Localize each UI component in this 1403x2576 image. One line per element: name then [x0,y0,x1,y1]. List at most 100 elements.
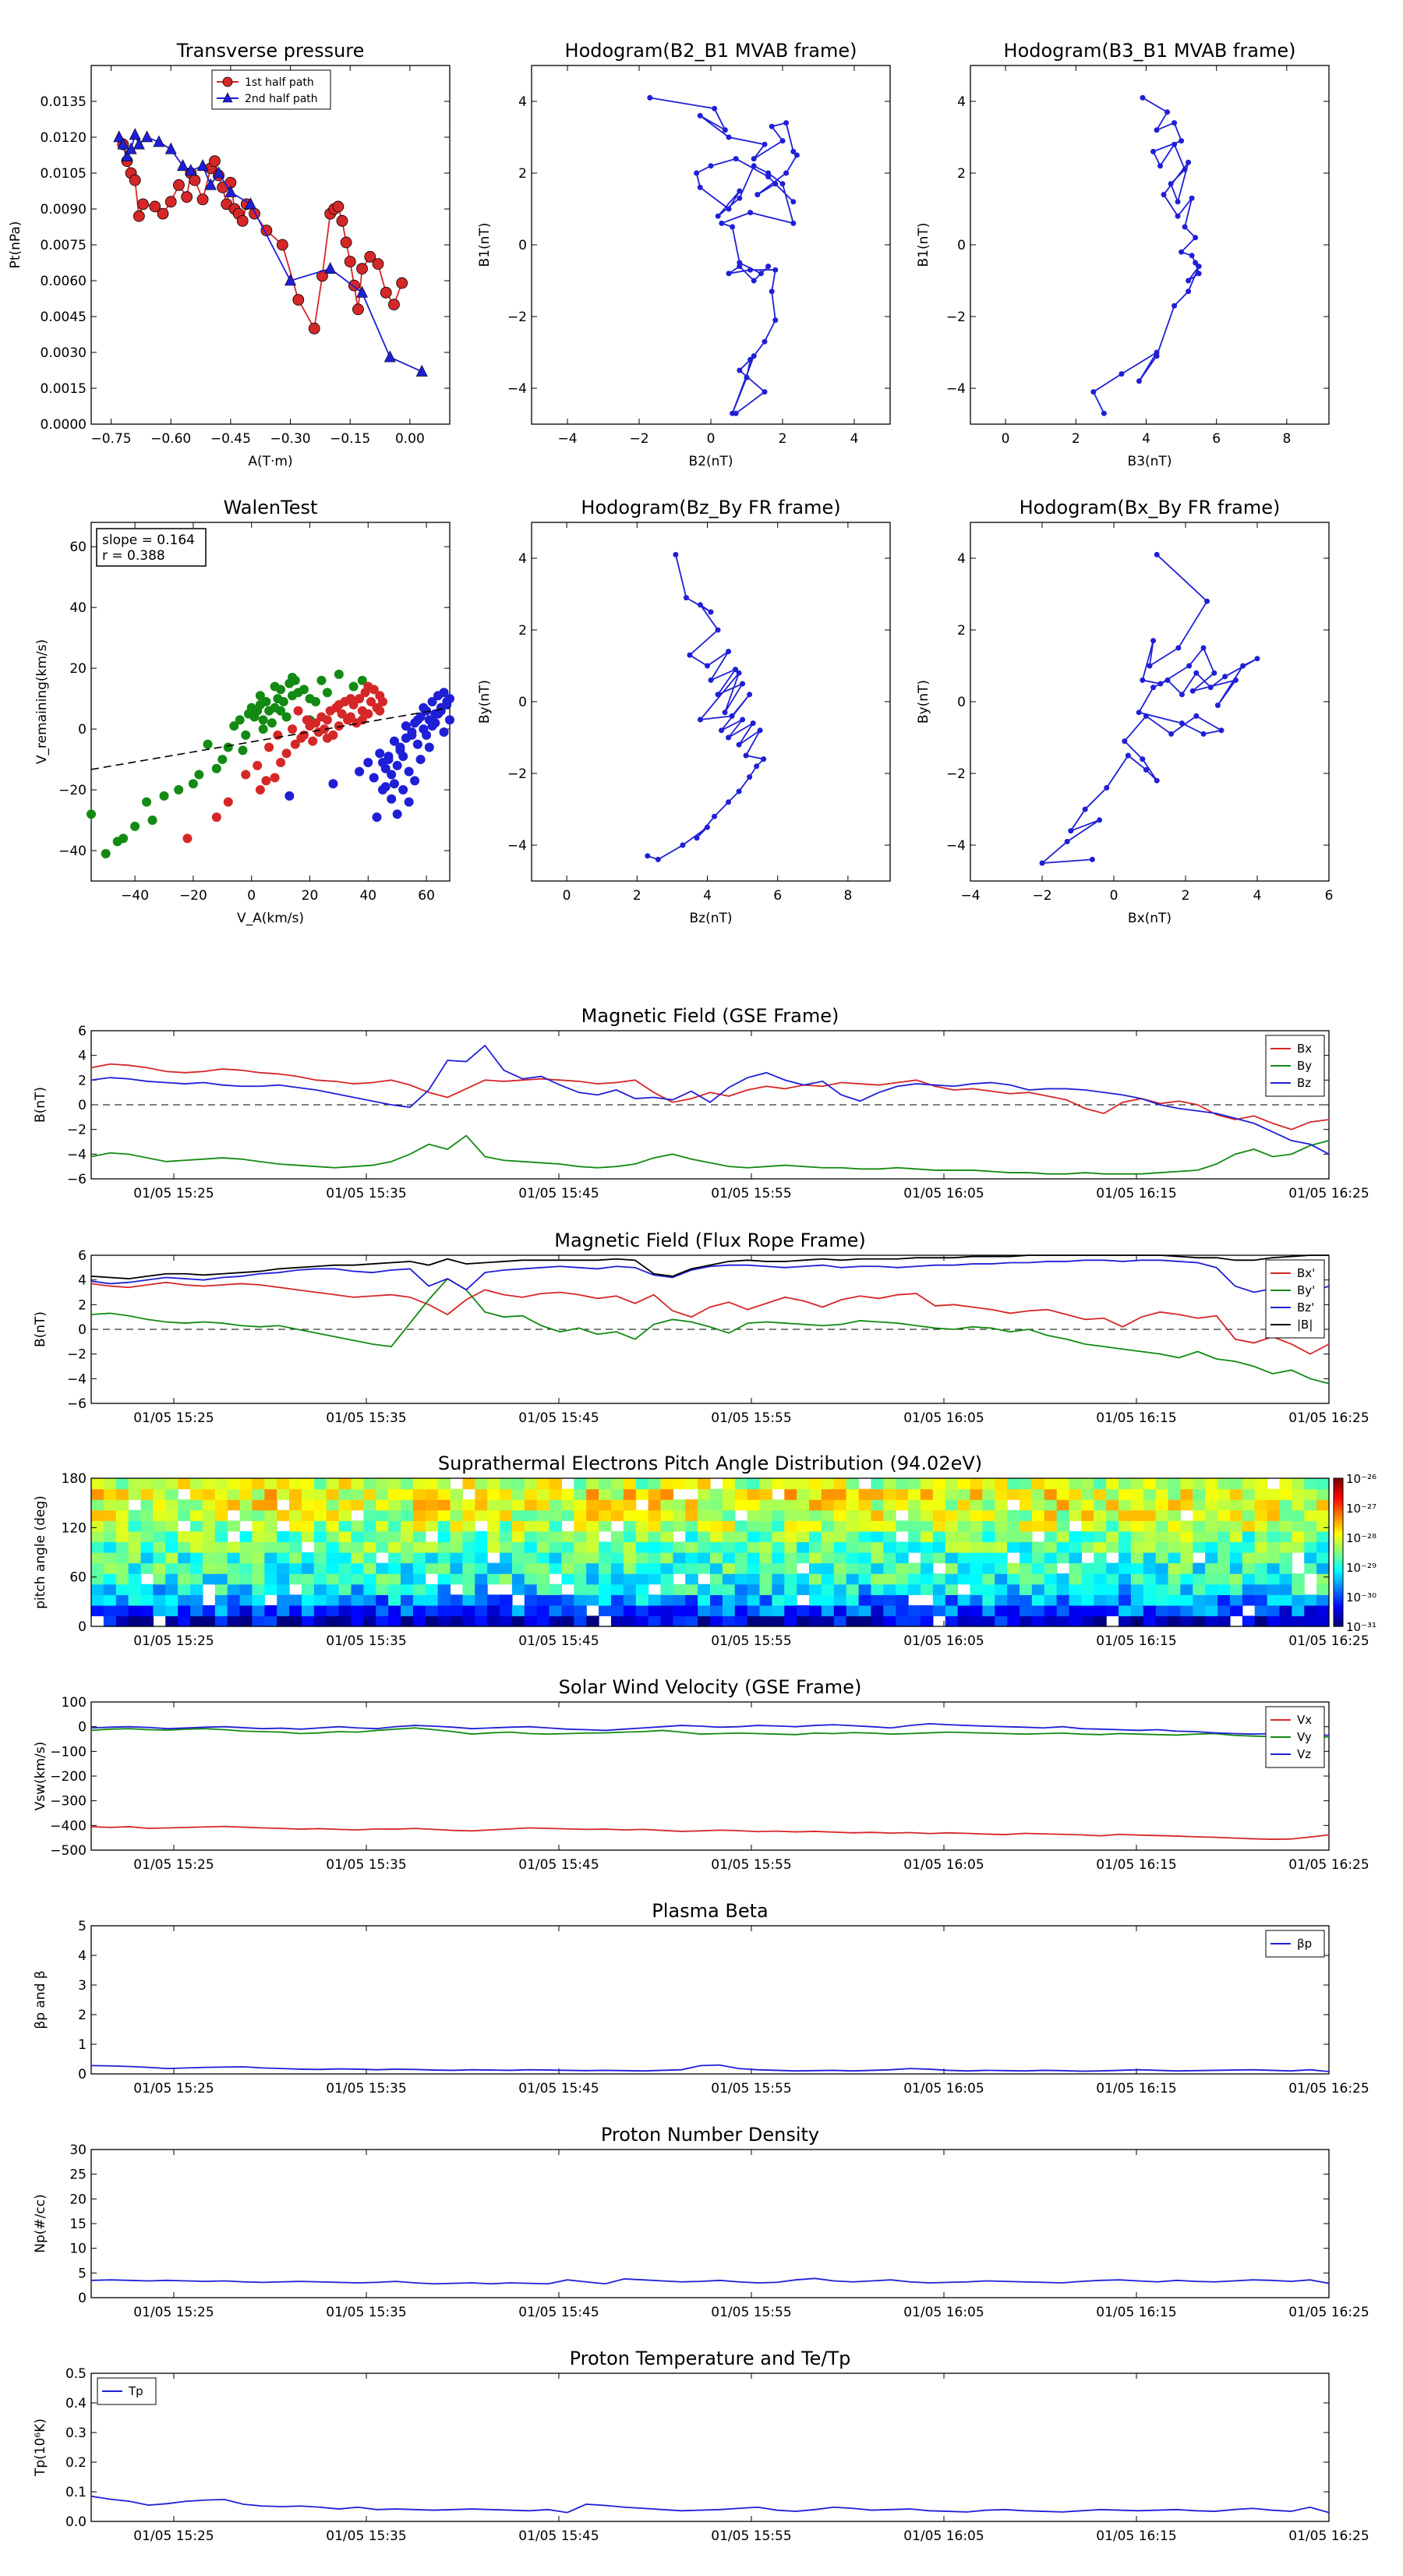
heatmap-cell [1267,1530,1281,1543]
heatmap-cell [635,1488,649,1500]
y-tick-label: 2 [78,1073,87,1088]
heatmap-cell [128,1562,142,1574]
heatmap-cell [833,1530,847,1543]
heatmap-cell [549,1520,563,1532]
heatmap-cell [586,1499,599,1511]
heatmap-cell [277,1552,290,1564]
heatmap-cell [1155,1530,1169,1543]
heatmap-cell [1316,1541,1330,1553]
data-point [740,717,746,723]
heatmap-cell [1081,1509,1094,1521]
heatmap-cell [549,1615,563,1627]
series-line [90,1254,1329,1279]
heatmap-cell [660,1583,673,1595]
heatmap-cell [202,1573,216,1585]
heatmap-cell [1217,1509,1231,1521]
heatmap-cell [1279,1499,1292,1511]
heatmap-cell [1267,1499,1281,1511]
heatmap-cell [214,1562,228,1574]
heatmap-cell [1031,1552,1045,1564]
heatmap-cell [858,1541,872,1553]
heatmap-cell [351,1520,364,1532]
heatmap-cell [698,1509,711,1521]
data-point [779,181,786,187]
data-point [316,675,327,685]
x-tick-label: 01/05 15:55 [711,1857,791,1873]
heatmap-cell [1168,1573,1182,1585]
heatmap-cell [227,1499,241,1511]
heatmap-cell [1155,1541,1169,1553]
heatmap-cell [252,1605,265,1617]
heatmap-cell [536,1615,550,1627]
heatmap-cell [1056,1541,1070,1553]
heatmap-cell [784,1541,797,1553]
data-point [372,258,384,270]
heatmap-cell [301,1562,315,1574]
heatmap-cell [809,1478,822,1490]
heatmap-cell [351,1478,364,1490]
heatmap-cell [536,1520,550,1532]
heatmap-cell [1193,1520,1206,1532]
heatmap-cell [1094,1541,1107,1553]
legend-label: Bx' [1297,1266,1315,1280]
heatmap-cell [1242,1552,1256,1564]
x-tick-label: −4 [557,431,577,447]
heatmap-cell [809,1509,822,1521]
heatmap-cell [797,1541,810,1553]
heatmap-cell [599,1499,612,1511]
data-point [697,184,703,190]
heatmap-cell [995,1509,1008,1521]
legend-label: 1st half path [245,76,314,89]
data-point [1136,709,1142,716]
heatmap-cell [610,1488,624,1500]
y-tick-label: 0 [78,1619,87,1635]
data-point [372,812,382,823]
heatmap-cell [511,1530,525,1543]
legend-label: Bz [1297,1076,1311,1090]
data-point [751,278,757,284]
heatmap-cell [995,1552,1008,1564]
heatmap-cell [1056,1615,1070,1627]
heatmap-cell [277,1605,290,1617]
heatmap-cell [660,1530,673,1543]
heatmap-cell [1168,1478,1182,1490]
heatmap-cell [833,1562,847,1574]
heatmap-cell [1267,1605,1281,1617]
heatmap-cell [586,1573,599,1585]
heatmap-cell [202,1605,216,1617]
chart-title: Magnetic Field (Flux Rope Frame) [554,1230,865,1251]
heatmap-cell [1130,1573,1144,1585]
heatmap-cell [710,1594,723,1606]
heatmap-cell [722,1552,736,1564]
y-tick-label: 2 [957,623,966,639]
heatmap-cell [1031,1499,1045,1511]
x-axis-label: A(T·m) [248,454,292,469]
heatmap-cell [1205,1541,1218,1553]
colorbar-cell [1334,1601,1343,1605]
x-tick-label: 0 [247,888,256,904]
data-point [1222,674,1228,680]
heatmap-cell [1279,1488,1292,1500]
heatmap-cell [388,1499,401,1511]
heatmap-cell [1007,1594,1020,1606]
x-tick-label: 01/05 16:25 [1288,2305,1369,2320]
plot-frame [90,1254,1330,1404]
y-axis-label: Vsw(km/s) [33,1742,48,1811]
heatmap-cell [759,1478,772,1490]
heatmap-cell [846,1488,860,1500]
heatmap-cell [487,1594,500,1606]
heatmap-cell [363,1509,376,1521]
heatmap-cell [214,1615,228,1627]
heatmap-cell [450,1530,463,1543]
x-tick-label: 0 [707,431,716,447]
heatmap-cell [1217,1573,1231,1585]
heatmap-cell [202,1530,216,1543]
heatmap-cell [1155,1562,1169,1574]
heatmap-cell [202,1562,216,1574]
heatmap-cell [425,1520,439,1532]
heatmap-cell [388,1615,401,1627]
heatmap-cell [1180,1488,1193,1500]
colorbar-cell [1334,1510,1343,1513]
heatmap-cell [1119,1562,1132,1574]
heatmap-cell [301,1552,315,1564]
